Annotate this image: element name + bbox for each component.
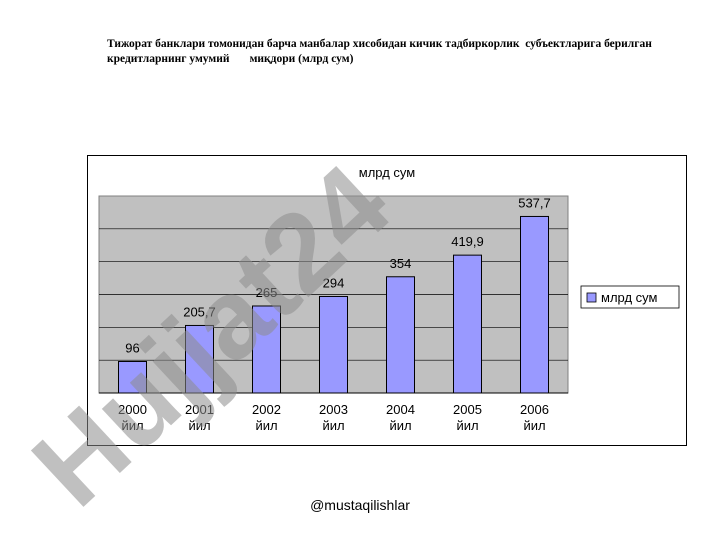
x-tick-label: 2001 [185, 402, 214, 417]
x-tick-label: 2003 [319, 402, 348, 417]
data-label: 294 [323, 275, 345, 290]
chart-frame: млрд сум 96 2000 йил 205,7 2001 йил 265 2002 йил 2… [87, 155, 687, 446]
x-tick-label: йил [255, 418, 277, 433]
data-label: 265 [256, 285, 278, 300]
data-label: 537,7 [518, 195, 551, 210]
x-tick-label: йил [121, 418, 143, 433]
bar [185, 324, 214, 394]
legend-swatch [586, 292, 597, 303]
data-label: 419,9 [451, 234, 484, 249]
bar [386, 276, 415, 394]
bar [118, 360, 147, 394]
footer-handle: @mustaqilishlar [310, 497, 410, 513]
slide-title: Тижорат банклари томонидан барча манбала… [107, 38, 652, 65]
x-tick-label: 2000 [118, 402, 147, 417]
x-tick-label: йил [322, 418, 344, 433]
legend-label: млрд сум [601, 290, 658, 305]
bar [252, 305, 281, 394]
legend-box [580, 285, 680, 309]
x-tick-label: 2006 [520, 402, 549, 417]
bar [520, 215, 549, 394]
chart-title: млрд сум [359, 165, 416, 180]
bar [319, 295, 348, 394]
x-tick-label: йил [389, 418, 411, 433]
x-tick-label: 2004 [386, 402, 415, 417]
data-label: 96 [125, 340, 139, 355]
bar-chart: млрд сум962000йил205,72001йил2652002йил2… [98, 165, 680, 433]
bar [453, 254, 482, 394]
data-label: 354 [390, 256, 412, 271]
x-tick-label: 2002 [252, 402, 281, 417]
x-tick-label: йил [188, 418, 210, 433]
data-label: 205,7 [183, 304, 216, 319]
x-tick-label: йил [456, 418, 478, 433]
x-tick-label: йил [523, 418, 545, 433]
x-tick-label: 2005 [453, 402, 482, 417]
